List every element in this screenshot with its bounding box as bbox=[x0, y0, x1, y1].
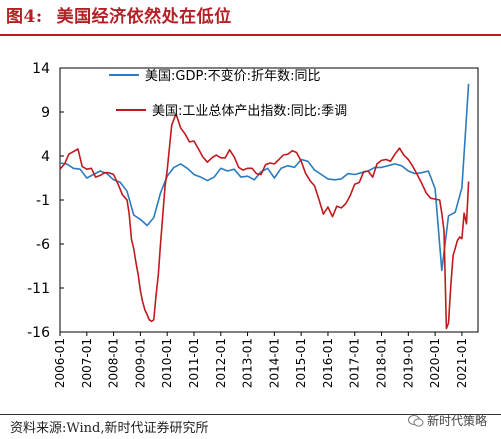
x-tick-label: 2012-01 bbox=[214, 338, 228, 388]
x-tick-label: 2008-01 bbox=[107, 338, 121, 388]
figure-number: 图4: bbox=[6, 7, 43, 27]
wechat-icon bbox=[407, 414, 424, 427]
figure-title: 图4: 美国经济依然处在低位 bbox=[6, 2, 232, 27]
x-tick-label: 2020-01 bbox=[428, 338, 442, 388]
watermark: 新时代策略 bbox=[407, 412, 487, 429]
source-note: 资料来源:Wind,新时代证券研究所 bbox=[10, 421, 209, 436]
title-rule bbox=[0, 34, 501, 36]
watermark-text: 新时代策略 bbox=[426, 414, 487, 428]
x-tick-label: 2015-01 bbox=[294, 338, 308, 388]
series-line-1 bbox=[60, 83, 470, 272]
y-tick-label: 9 bbox=[41, 105, 50, 121]
y-tick-label: -11 bbox=[27, 281, 50, 297]
x-tick-label: 2021-01 bbox=[455, 338, 469, 388]
x-tick-label: 2016-01 bbox=[321, 338, 335, 388]
x-tick-label: 2007-01 bbox=[80, 338, 94, 388]
x-tick-label: 2013-01 bbox=[241, 338, 255, 388]
x-tick-label: 2009-01 bbox=[133, 338, 147, 388]
y-tick-label: 4 bbox=[41, 149, 50, 165]
legend-label-1: 美国:GDP:不变价:折年数:同比 bbox=[145, 68, 320, 84]
chart-series-layer bbox=[60, 83, 470, 330]
y-tick-label: 14 bbox=[32, 61, 50, 77]
y-tick-label: -16 bbox=[27, 325, 50, 341]
x-tick-label: 2010-01 bbox=[160, 338, 174, 388]
x-tick-label: 2006-01 bbox=[53, 338, 67, 388]
x-tick-label: 2017-01 bbox=[348, 338, 362, 388]
x-tick-label: 2019-01 bbox=[401, 338, 415, 388]
x-tick-label: 2018-01 bbox=[375, 338, 389, 388]
legend-label-2: 美国:工业总体产出指数:同比:季调 bbox=[152, 104, 347, 119]
x-tick-label: 2011-01 bbox=[187, 338, 201, 388]
x-tick-label: 2014-01 bbox=[267, 338, 281, 388]
y-tick-label: -6 bbox=[36, 237, 50, 253]
y-tick-label: -1 bbox=[36, 193, 50, 209]
series-line-2 bbox=[60, 113, 470, 330]
source-rule bbox=[0, 414, 501, 415]
figure-title-text: 美国经济依然处在低位 bbox=[56, 7, 232, 27]
